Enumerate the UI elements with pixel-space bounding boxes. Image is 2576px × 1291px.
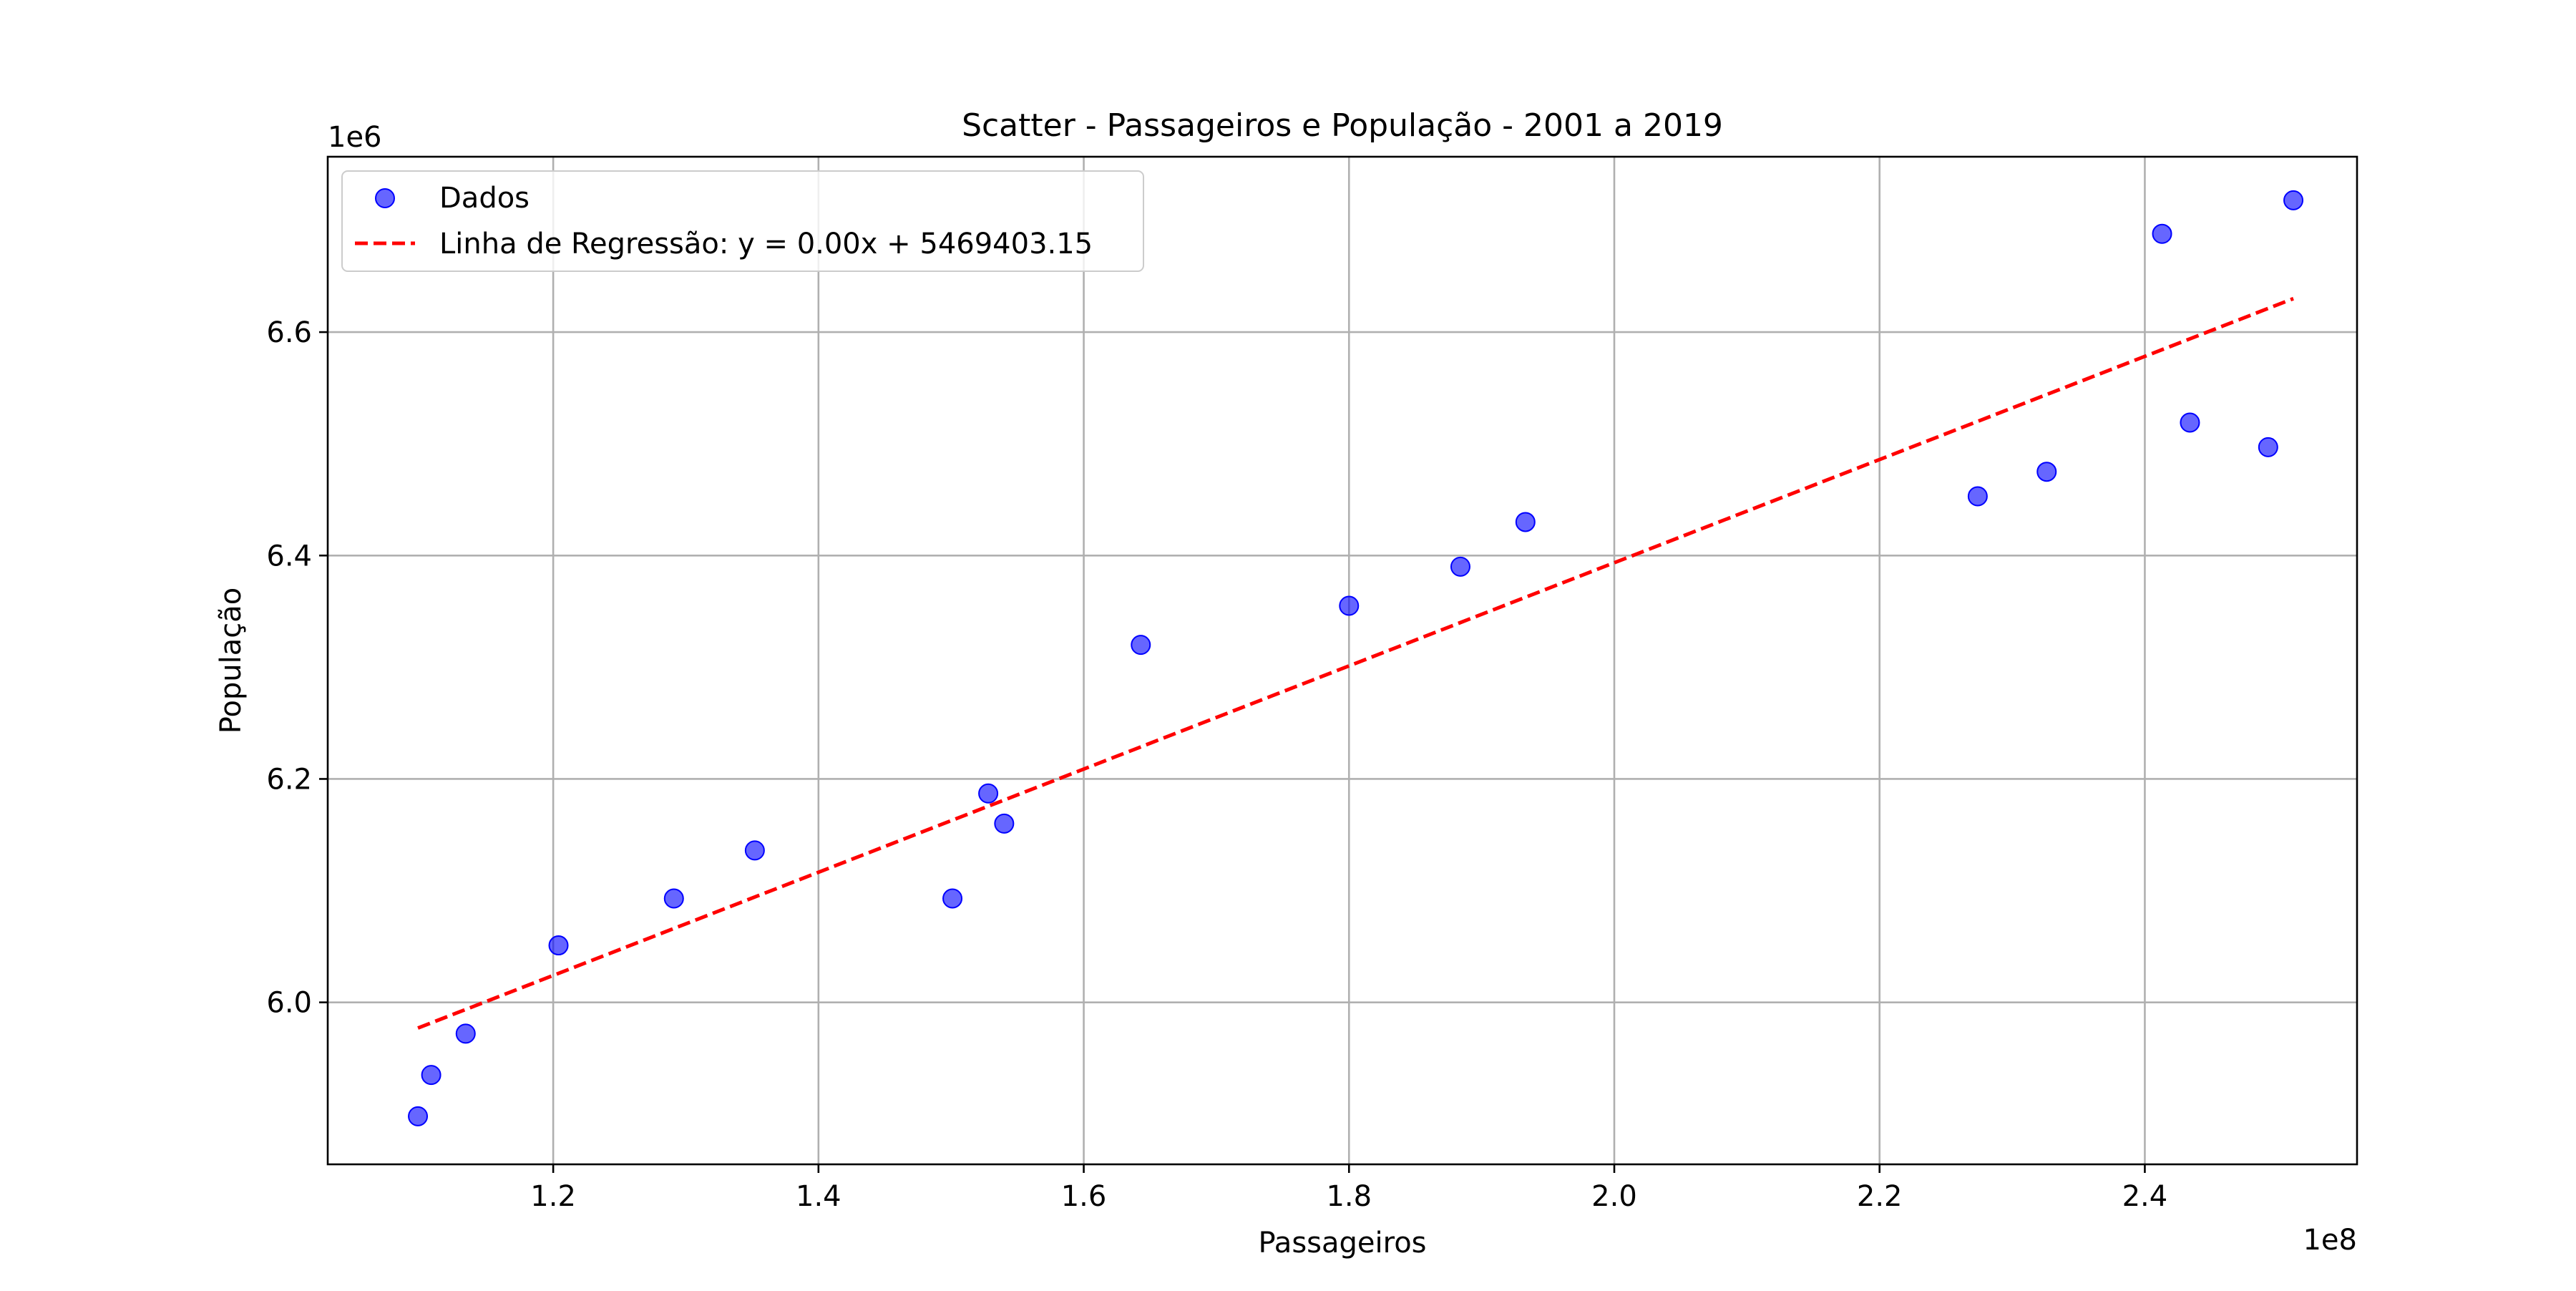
scatter-point bbox=[408, 1106, 429, 1126]
y-offset-label: 1e6 bbox=[328, 121, 382, 154]
y-tick-label: 6.2 bbox=[266, 763, 312, 796]
scatter-point bbox=[455, 1023, 476, 1044]
x-tick-label: 1.6 bbox=[1061, 1180, 1107, 1213]
scatter-point bbox=[978, 783, 999, 804]
scatter-point bbox=[663, 888, 684, 909]
scatter-point bbox=[1131, 635, 1151, 656]
legend-marker-dados bbox=[375, 188, 395, 208]
x-tick-label: 2.0 bbox=[1591, 1180, 1637, 1213]
x-tick-label: 1.4 bbox=[796, 1180, 841, 1213]
x-offset-label: 1e8 bbox=[2303, 1224, 2357, 1257]
scatter-point bbox=[2283, 190, 2304, 210]
x-tick-label: 2.2 bbox=[1857, 1180, 1903, 1213]
legend-label-regression: Linha de Regressão: y = 0.00x + 5469403.… bbox=[439, 228, 1093, 260]
scatter-point bbox=[744, 840, 765, 861]
scatter-point bbox=[2036, 462, 2057, 482]
scatter-point bbox=[942, 888, 963, 909]
scatter-point bbox=[1450, 556, 1470, 577]
scatter-point bbox=[421, 1065, 441, 1086]
scatter-point bbox=[2258, 437, 2278, 457]
legend-label-dados: Dados bbox=[439, 182, 530, 215]
scatter-point bbox=[2152, 223, 2172, 244]
y-axis-label: População bbox=[215, 588, 248, 734]
x-axis-label: Passageiros bbox=[1258, 1227, 1426, 1260]
y-tick-label: 6.6 bbox=[266, 316, 312, 349]
y-tick-label: 6.4 bbox=[266, 540, 312, 573]
chart-title: Scatter - Passageiros e População - 2001… bbox=[962, 107, 1723, 144]
scatter-point bbox=[1339, 595, 1360, 616]
x-tick-label: 1.8 bbox=[1326, 1180, 1372, 1213]
scatter-point bbox=[2180, 412, 2200, 433]
scatter-point bbox=[994, 813, 1015, 834]
plot-frame bbox=[326, 155, 2358, 1166]
scatter-point bbox=[1967, 486, 1988, 507]
scatter-point bbox=[1515, 512, 1536, 532]
legend: Dados Linha de Regressão: y = 0.00x + 54… bbox=[341, 170, 1144, 272]
regression-line bbox=[417, 296, 2294, 1030]
scatter-point bbox=[548, 935, 569, 956]
legend-box bbox=[341, 170, 1144, 272]
y-tick-label: 6.0 bbox=[266, 987, 312, 1020]
x-tick-label: 2.4 bbox=[2122, 1180, 2168, 1213]
x-tick-label: 1.2 bbox=[530, 1180, 576, 1213]
